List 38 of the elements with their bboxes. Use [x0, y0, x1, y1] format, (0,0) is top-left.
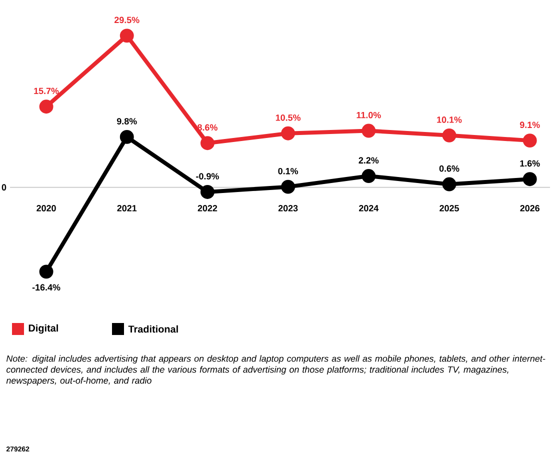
legend-label: Digital: [28, 324, 58, 334]
data-label: 1.6%: [520, 160, 540, 167]
point: [522, 172, 537, 186]
text: 0: [2, 184, 6, 191]
x-tick-label: 2020: [36, 205, 56, 212]
data-label: 10.1%: [437, 116, 462, 123]
x-tick-label: 2024: [359, 205, 379, 212]
point: [39, 100, 54, 114]
point: [362, 124, 376, 138]
point: [442, 128, 456, 142]
data-label: 0.1%: [278, 168, 298, 174]
data-label: 9.8%: [116, 118, 137, 124]
x-tick-label: 2025: [440, 205, 459, 212]
point: [362, 169, 376, 184]
data-label: -16.4%: [32, 284, 60, 291]
point: [120, 28, 134, 43]
data-label: 2.2%: [358, 157, 379, 164]
point: [39, 264, 54, 279]
point: [200, 136, 214, 150]
x-tick-label: 2022: [198, 205, 218, 212]
data-label: 29.5%: [114, 16, 140, 24]
x-tick-label: 2021: [117, 205, 137, 212]
text: Note: digital includes advertising that appears on desktop and laptop computers as well as mobile phones, tablets, and other internet-connected devices, and includes all the various formats of advertising on those platforms; traditional includes TV, magazines, newspapers, out-of-home, and radio: [6, 355, 546, 386]
point: [522, 134, 537, 148]
x-tick-label: 2023: [278, 205, 298, 212]
data-label: -0.9%: [196, 173, 219, 180]
data-label: 10.5%: [276, 114, 301, 121]
point: [200, 184, 214, 199]
point: [442, 177, 456, 192]
data-label: 0.6%: [439, 165, 460, 172]
legend-label: Traditional: [128, 325, 178, 333]
data-label: 15.7%: [34, 88, 59, 94]
point: [281, 126, 296, 140]
point: [120, 130, 134, 144]
data-label: 11.0%: [356, 112, 381, 118]
data-label: 9.1%: [520, 122, 540, 128]
point: [281, 180, 296, 194]
x-tick-label: 2026: [520, 205, 540, 212]
